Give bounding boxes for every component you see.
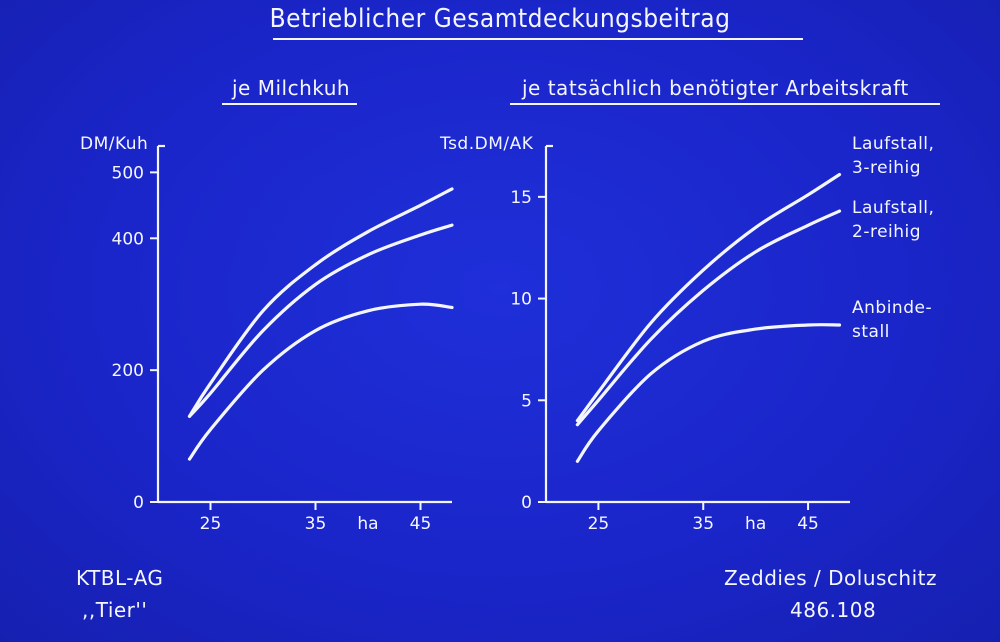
- right-subtitle: je tatsächlich benötigter Arbeitskraft: [522, 76, 909, 100]
- legend-anbindestall-line2: stall: [852, 322, 890, 342]
- left-chart-y-tick-label: 200: [112, 361, 144, 381]
- right-chart-x-axis-label: ha: [745, 514, 766, 534]
- chart-title: Betrieblicher Gesamtdeckungsbeitrag: [269, 4, 731, 34]
- legend-laufstall-2-line1: Laufstall,: [852, 198, 935, 218]
- legend-anbindestall-line1: Anbinde-: [852, 298, 933, 318]
- left-chart-series-anbindestall: [187, 302, 454, 461]
- left-chart-x-tick-label: 35: [305, 514, 327, 534]
- left-chart-series-laufstall-2-reihig: [187, 223, 454, 418]
- right-chart-y-tick-label: 10: [510, 290, 532, 310]
- left-chart-x-tick-label: 25: [200, 514, 222, 534]
- left-subtitle: je Milchkuh: [232, 76, 351, 100]
- legend-laufstall-2: Laufstall, 2-reihig: [852, 196, 934, 244]
- legend-laufstall-3: Laufstall, 3-reihig: [852, 132, 934, 180]
- left-chart-series-laufstall-3-reihig: [187, 187, 454, 418]
- left-y-axis-label: DM/Kuh: [80, 134, 149, 154]
- footer-left-line2: ,,Tier'': [82, 598, 148, 622]
- left-chart-y-tick-label: 0: [133, 493, 144, 513]
- right-chart-series-laufstall-2-reihig: [575, 209, 842, 427]
- right-y-axis-label: Tsd.DM/AK: [440, 134, 534, 154]
- right-chart-x-tick-label: 25: [588, 514, 610, 534]
- left-subtitle-underline: [222, 103, 357, 105]
- right-subtitle-underline: [510, 103, 940, 105]
- left-chart-x-tick-label: 45: [410, 514, 432, 534]
- left-chart-x-axis-label: ha: [357, 514, 378, 534]
- right-chart-x-tick-label: 35: [692, 514, 714, 534]
- legend-anbindestall: Anbinde- stall: [852, 296, 932, 344]
- right-chart-y-tick-label: 5: [521, 391, 532, 411]
- footer-right-line2: 486.108: [790, 598, 877, 622]
- right-chart-series-laufstall-3-reihig: [575, 172, 842, 423]
- legend-laufstall-3-line2: 3-reihig: [852, 158, 922, 178]
- title-underline: [273, 38, 803, 40]
- left-chart-y-tick-label: 500: [112, 163, 144, 183]
- right-chart-y-tick-label: 0: [521, 493, 532, 513]
- legend-laufstall-2-line2: 2-reihig: [852, 222, 922, 242]
- footer-right-line1: Zeddies / Doluschitz: [724, 566, 937, 590]
- right-chart-x-tick-label: 45: [797, 514, 819, 534]
- footer-left-line1: KTBL-AG: [76, 566, 164, 590]
- right-chart-series-anbindestall: [575, 323, 842, 463]
- legend-laufstall-3-line1: Laufstall,: [852, 134, 935, 154]
- right-chart-y-tick-label: 15: [510, 188, 532, 208]
- left-chart-y-tick-label: 400: [112, 229, 144, 249]
